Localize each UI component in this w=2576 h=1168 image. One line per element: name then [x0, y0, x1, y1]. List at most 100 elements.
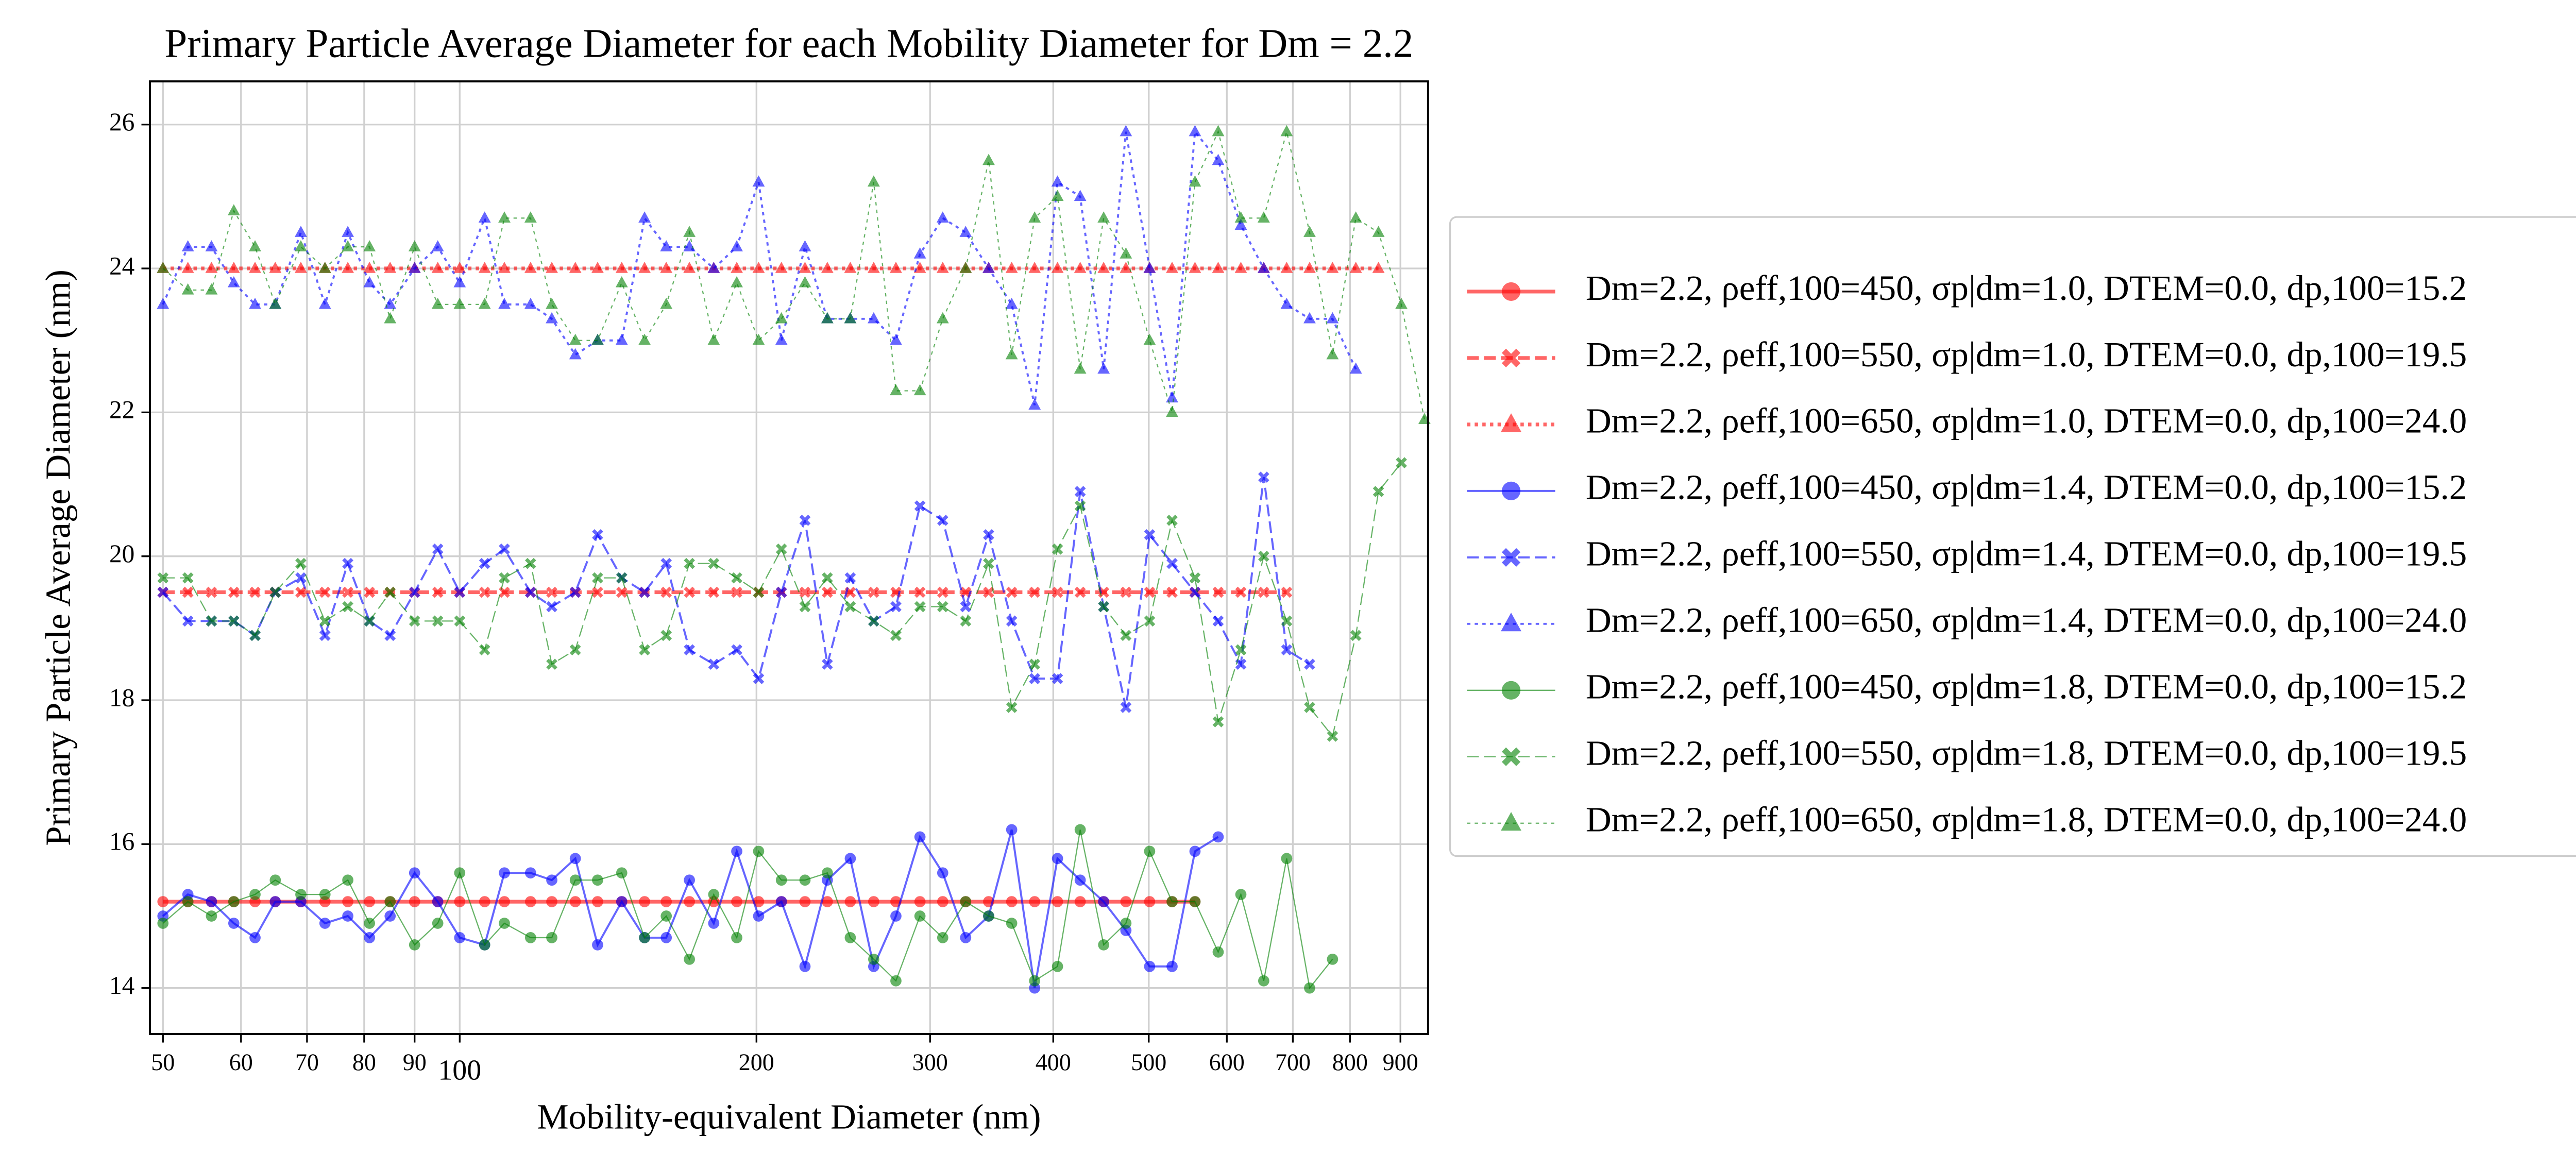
point: [363, 262, 376, 273]
point: [753, 845, 765, 857]
point: [363, 240, 376, 251]
point: [731, 262, 743, 273]
point: [499, 572, 510, 584]
point: [639, 586, 650, 598]
point: [1395, 297, 1408, 309]
point: [1120, 125, 1132, 137]
point: [638, 211, 651, 223]
point: [546, 601, 557, 613]
point: [1120, 247, 1132, 259]
point: [639, 932, 650, 943]
point: [384, 896, 396, 907]
point: [660, 932, 672, 943]
point: [660, 240, 673, 251]
point: [1098, 939, 1110, 951]
point: [1280, 297, 1293, 309]
point: [453, 297, 466, 309]
point: [269, 874, 281, 886]
point: [364, 615, 376, 627]
point: [1326, 262, 1339, 273]
point: [1144, 896, 1156, 907]
point: [914, 910, 926, 922]
y-tick-label: 22: [109, 396, 134, 424]
point: [431, 240, 444, 251]
point: [1005, 348, 1018, 360]
point: [707, 333, 720, 345]
point: [1120, 702, 1132, 713]
point: [479, 586, 490, 598]
point: [752, 333, 765, 345]
point: [454, 932, 466, 943]
point: [569, 348, 582, 360]
legend-label: Dm=2.2, ρeff,100=450, σp|dm=1.0, DTEM=0.…: [1586, 268, 2467, 308]
point: [1097, 362, 1110, 374]
point: [1396, 457, 1407, 469]
point: [684, 953, 695, 965]
point: [1257, 262, 1270, 273]
point: [1349, 262, 1362, 273]
point: [707, 262, 720, 273]
y-tick-label: 20: [109, 539, 134, 568]
point: [615, 262, 628, 273]
point: [592, 529, 603, 540]
point: [1098, 896, 1110, 907]
x-tick-label: 70: [295, 1049, 319, 1075]
point: [1074, 874, 1086, 886]
point: [821, 867, 833, 879]
point: [342, 226, 354, 237]
point: [342, 557, 353, 569]
point: [1257, 211, 1270, 223]
point: [524, 896, 536, 907]
point: [453, 262, 466, 273]
point: [775, 262, 788, 273]
point: [868, 953, 879, 965]
point: [1074, 896, 1086, 907]
point: [844, 572, 856, 584]
point: [499, 543, 510, 555]
point: [206, 615, 217, 627]
point: [157, 918, 169, 929]
point: [1212, 946, 1224, 958]
x-tick-label: 500: [1131, 1049, 1166, 1075]
point: [182, 586, 194, 598]
point: [844, 896, 856, 907]
point: [569, 262, 582, 273]
point: [731, 240, 743, 251]
point: [318, 297, 331, 309]
point: [546, 297, 558, 309]
point: [799, 874, 811, 886]
point: [914, 601, 926, 613]
x-tick-label: 300: [912, 1049, 948, 1075]
legend-label: Dm=2.2, ρeff,100=450, σp|dm=1.4, DTEM=0.…: [1586, 467, 2467, 507]
point: [1029, 586, 1041, 598]
point: [294, 226, 307, 237]
point: [498, 262, 511, 273]
point: [844, 853, 856, 865]
point: [1281, 853, 1293, 865]
legend-marker: [1501, 282, 1521, 301]
legend-label: Dm=2.2, ρeff,100=650, σp|dm=1.4, DTEM=0.…: [1586, 600, 2467, 640]
point: [638, 262, 651, 273]
point: [799, 240, 811, 251]
point: [799, 896, 811, 907]
point: [1074, 824, 1086, 836]
point: [1303, 262, 1316, 273]
point: [616, 572, 628, 584]
point: [753, 586, 765, 598]
point: [1258, 586, 1269, 598]
point: [182, 572, 194, 584]
point: [1052, 960, 1063, 972]
point: [684, 557, 695, 569]
point: [432, 615, 444, 627]
point: [569, 896, 581, 907]
point: [1005, 297, 1018, 309]
point: [342, 262, 354, 273]
series-line: [162, 830, 1333, 990]
point: [708, 889, 720, 900]
point: [1350, 630, 1362, 641]
point: [960, 615, 972, 627]
point: [1189, 262, 1201, 273]
point: [890, 262, 902, 273]
point: [546, 932, 557, 943]
point: [844, 932, 856, 943]
